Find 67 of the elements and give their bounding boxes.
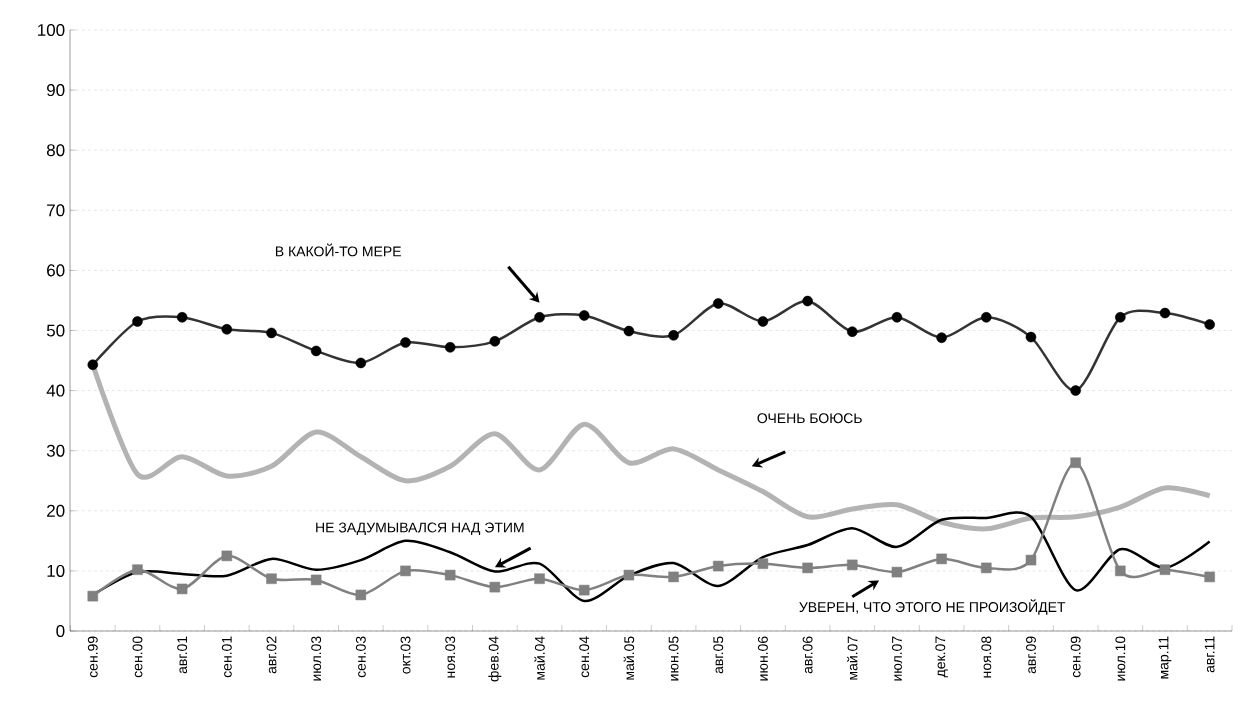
point bbox=[400, 565, 411, 577]
x-tick-label: май.07 bbox=[847, 636, 858, 680]
x-tick-label: июн.06 bbox=[757, 636, 768, 681]
annotation: В КАКОЙ-ТО МЕРЕ bbox=[275, 243, 401, 257]
point bbox=[757, 558, 769, 569]
point bbox=[981, 562, 992, 574]
y-tick-label: 10 bbox=[47, 564, 65, 577]
x-tick-label: окт.03 bbox=[400, 636, 411, 674]
x-tick-label: авг.06 bbox=[802, 636, 813, 674]
x-tick-label: сен.00 bbox=[132, 636, 143, 678]
annotation: УВЕРЕН, ЧТО ЭТОГО НЕ ПРОИЗОЙДЕТ bbox=[799, 599, 1066, 615]
x-tick-label: фев.04 bbox=[488, 636, 502, 682]
point bbox=[176, 583, 188, 595]
y-tick-label: 70 bbox=[47, 204, 65, 217]
point bbox=[266, 573, 277, 584]
x-tick-label: сен.01 bbox=[221, 636, 232, 678]
point bbox=[847, 559, 858, 571]
point bbox=[355, 589, 367, 601]
point bbox=[1159, 564, 1171, 575]
point bbox=[1025, 554, 1037, 566]
x-tick-label: май.05 bbox=[623, 636, 635, 680]
point bbox=[489, 581, 501, 593]
point bbox=[668, 571, 679, 583]
y-tick-label: 30 bbox=[46, 444, 65, 457]
x-tick-label: июл.10 bbox=[1115, 636, 1126, 681]
x-tick-label: сен.03 bbox=[355, 636, 366, 678]
point bbox=[712, 560, 724, 572]
y-tick-label: 0 bbox=[56, 624, 65, 638]
y-tick-label: 20 bbox=[47, 504, 65, 517]
point bbox=[534, 573, 545, 584]
point bbox=[310, 574, 322, 586]
x-tick-label: авг.11 bbox=[1204, 636, 1215, 673]
x-tick-label: ноя.08 bbox=[981, 636, 992, 678]
point bbox=[1204, 571, 1215, 583]
x-tick-label: авг.05 bbox=[713, 636, 724, 674]
y-tick-label: 50 bbox=[46, 324, 65, 337]
x-tick-label: сен.09 bbox=[1070, 636, 1081, 678]
point bbox=[87, 590, 99, 602]
point bbox=[221, 550, 233, 562]
annotation: НЕ ЗАДУМЫВАЛСЯ НАД ЭТИМ bbox=[316, 522, 524, 536]
point bbox=[891, 566, 903, 578]
point bbox=[132, 564, 143, 575]
x-tick-label: июн.05 bbox=[668, 636, 679, 681]
point bbox=[444, 569, 456, 581]
point bbox=[578, 584, 590, 596]
point bbox=[1115, 565, 1126, 577]
y-tick-label: 90 bbox=[47, 84, 65, 97]
annotation: ОЧЕНЬ БОЮСЬ bbox=[757, 413, 862, 424]
point bbox=[1070, 457, 1081, 468]
x-tick-label: мар.11 bbox=[1158, 636, 1172, 679]
y-tick-label: 100 bbox=[38, 23, 65, 37]
x-tick-label: июл.07 bbox=[891, 636, 902, 681]
x-tick-label: июл.03 bbox=[311, 636, 322, 681]
y-tick-label: 80 bbox=[46, 144, 65, 157]
y-tick-label: 40 bbox=[46, 384, 65, 397]
x-tick-label: дек.07 bbox=[935, 636, 948, 678]
x-tick-label: май.04 bbox=[534, 636, 545, 680]
point bbox=[802, 562, 813, 574]
x-tick-label: сен.04 bbox=[579, 636, 590, 678]
x-tick-label: ноя.03 bbox=[445, 636, 456, 678]
point bbox=[623, 569, 635, 581]
y-tick-label: 60 bbox=[47, 264, 65, 277]
x-tick-label: сен.99 bbox=[87, 636, 98, 678]
point bbox=[936, 553, 947, 565]
x-tick-label: авг.09 bbox=[1026, 636, 1036, 674]
x-tick-label: авг.01 bbox=[177, 636, 188, 674]
x-tick-label: авг.02 bbox=[266, 636, 277, 674]
